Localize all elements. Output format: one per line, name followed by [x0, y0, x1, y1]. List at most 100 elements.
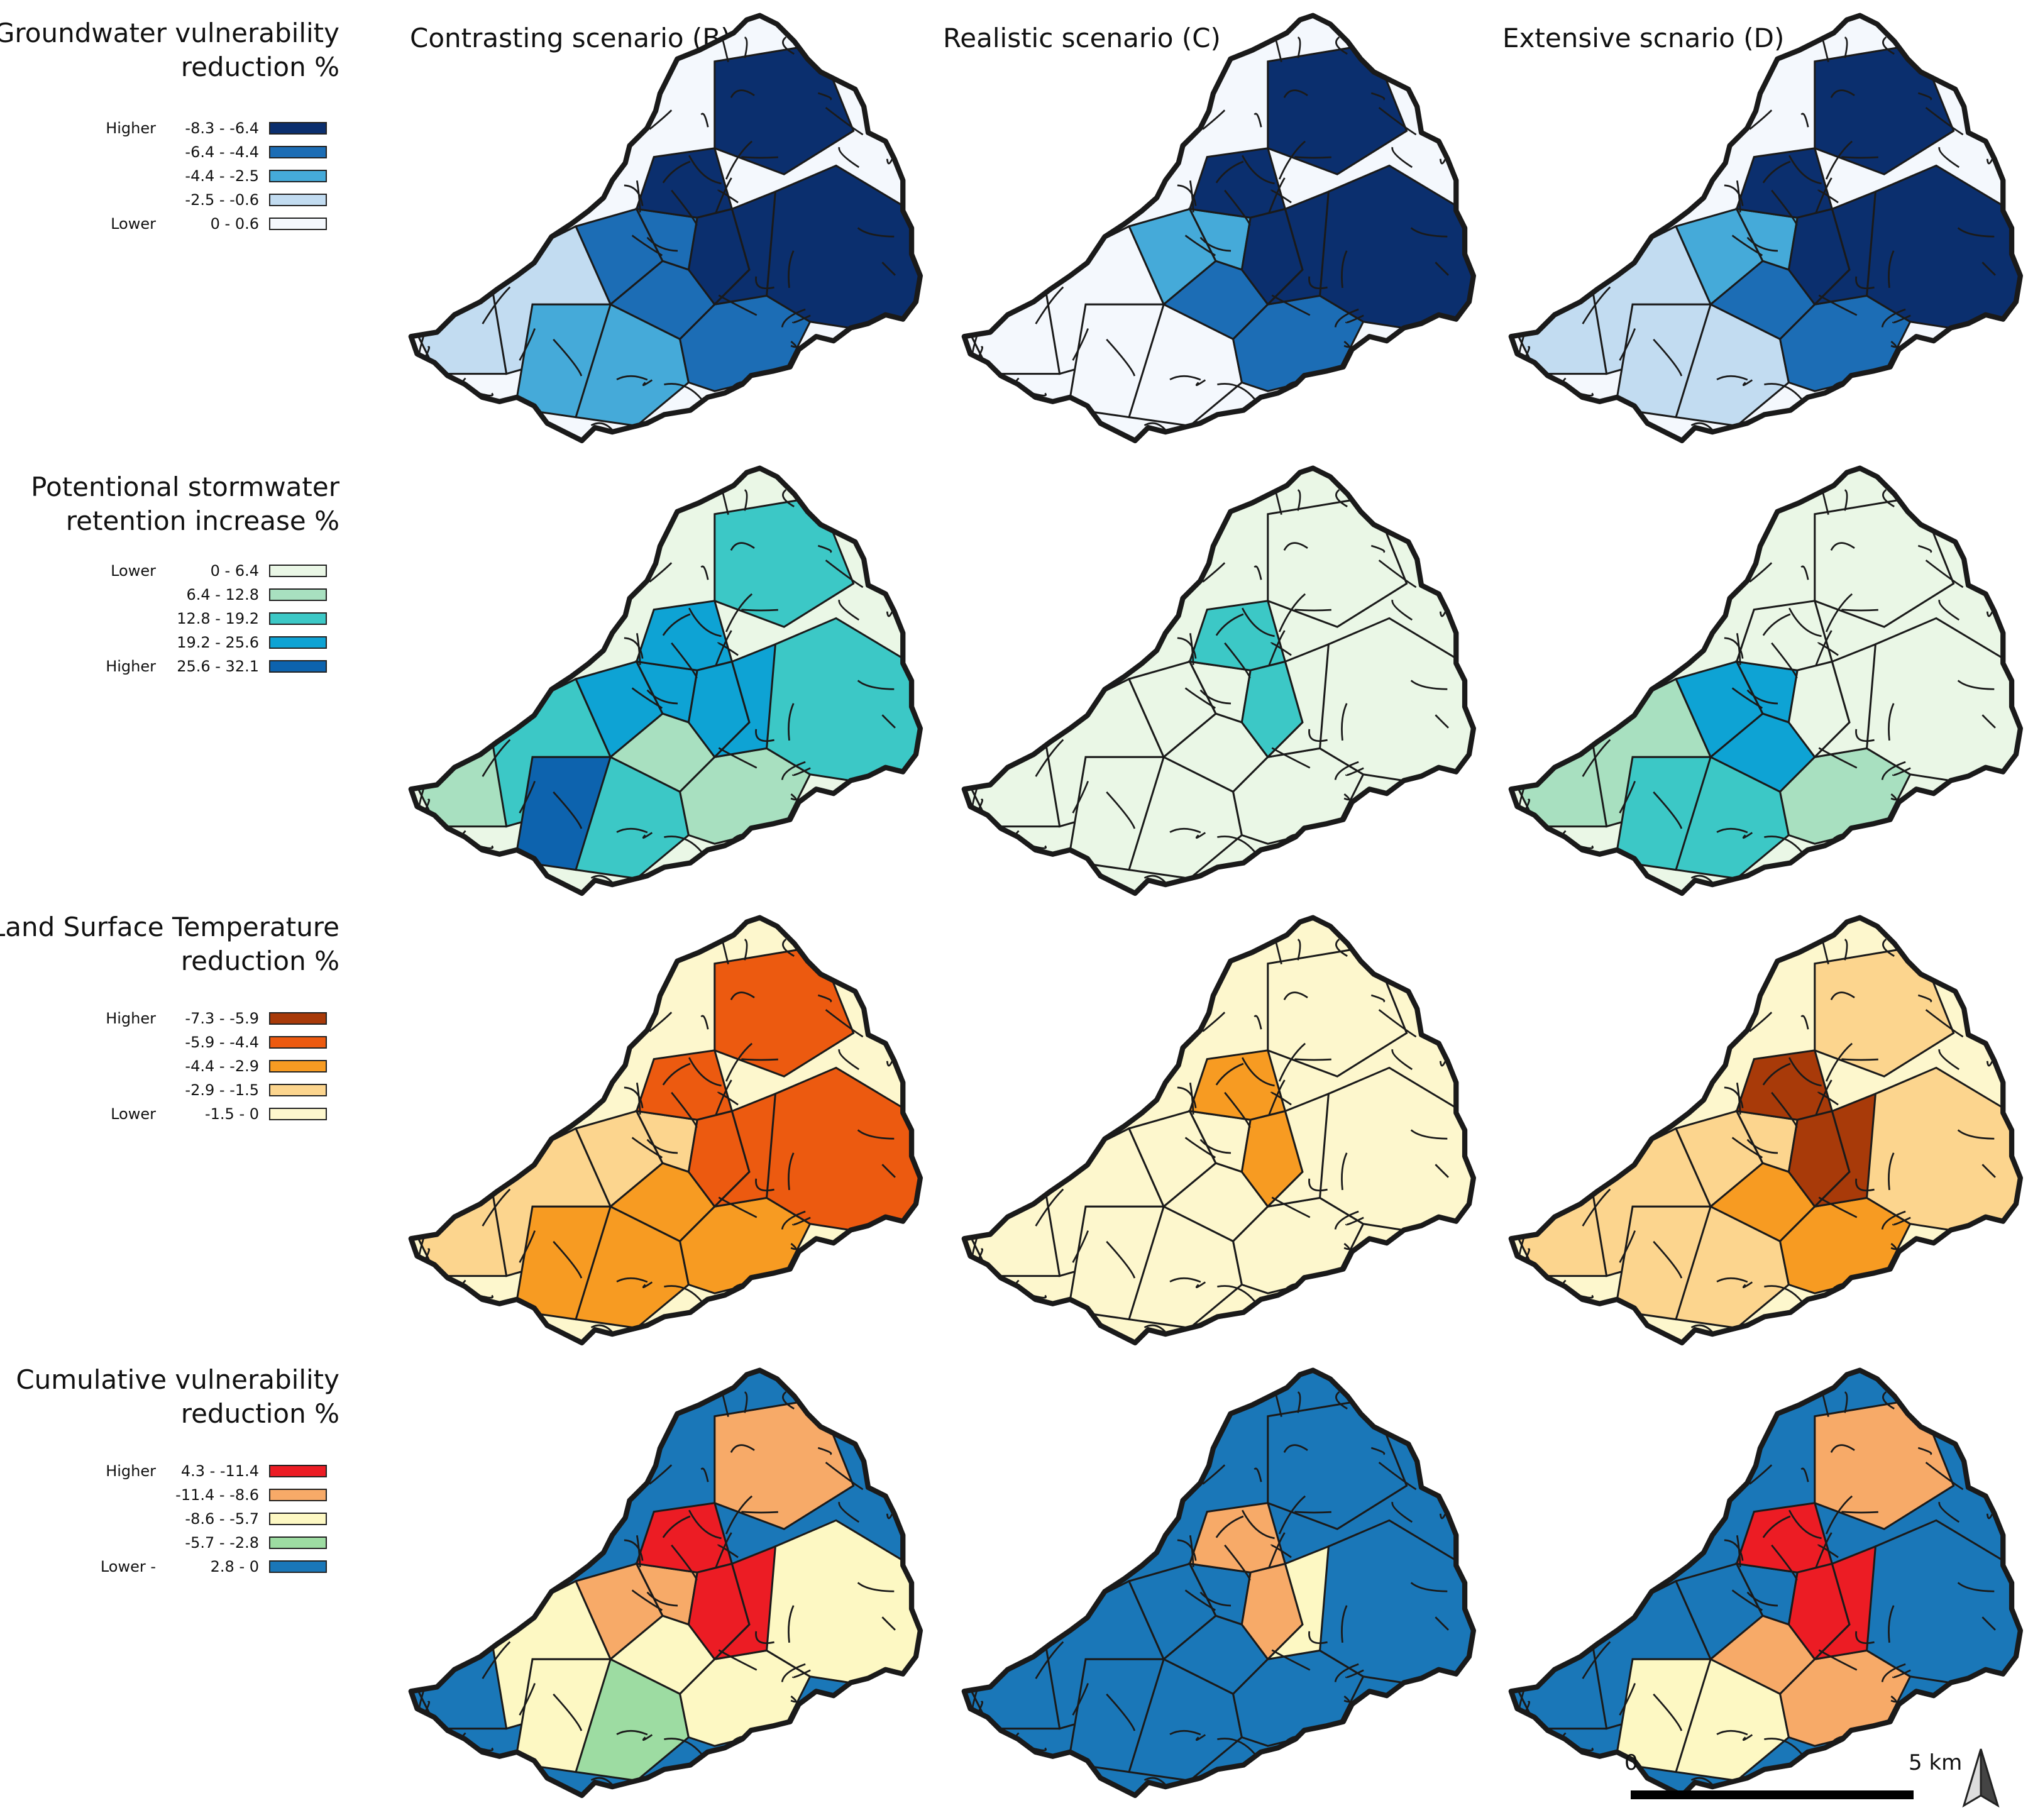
- catchment-boundary: [1199, 1591, 1232, 1607]
- catchment-boundary: [1762, 160, 1791, 184]
- catchment-boundary: [1855, 276, 1875, 290]
- legend-row: Lower 0 - 6.4: [75, 560, 327, 583]
- catchment-boundary: [1908, 1301, 1914, 1340]
- catchment-boundary: [1716, 1277, 1748, 1283]
- catchment-boundary: [1189, 1083, 1194, 1115]
- catchment-boundary: [1343, 1243, 1350, 1250]
- catchment-boundary: [1538, 856, 1560, 888]
- catchment-boundary: [792, 1216, 811, 1226]
- catchment-boundary: [1196, 977, 1203, 994]
- legend-range: 4.3 - -11.4: [180, 1462, 259, 1480]
- legend-rank: Lower: [111, 215, 156, 233]
- catchment-boundary: [1195, 379, 1206, 387]
- catchment-boundary: [825, 560, 864, 588]
- catchment-boundary: [1917, 994, 1932, 1003]
- map-cumulative-extensive: [1508, 1367, 2023, 1798]
- catchment-boundary: [1625, 1541, 1641, 1562]
- legend-row: -5.7 - -2.8: [75, 1531, 327, 1555]
- catchment-boundary: [671, 189, 698, 226]
- catchment-boundary: [1334, 308, 1359, 328]
- catchment-boundary: [1956, 1401, 1966, 1425]
- catchment-boundary: [1653, 791, 1683, 829]
- catchment-boundary: [459, 1428, 463, 1448]
- catchment-boundary: [838, 146, 860, 168]
- catchment-boundary: [1190, 959, 1228, 965]
- map-groundwater-extensive: [1508, 13, 2023, 443]
- catchment-boundary: [1078, 1089, 1094, 1110]
- catchment-boundary: [1101, 37, 1137, 58]
- catchment-boundary: [1035, 1641, 1064, 1679]
- catchment-boundary: [532, 571, 556, 600]
- catchment-boundary: [808, 1301, 814, 1340]
- catchment-boundary: [443, 1055, 476, 1065]
- catchment-boundary: [1986, 1513, 1993, 1519]
- catchment-boundary: [755, 1178, 774, 1192]
- catchment-boundary: [1530, 1497, 1565, 1526]
- column-title-extensive: Extensive scnario (D): [1502, 23, 1785, 53]
- catchment-boundary: [1707, 1410, 1743, 1420]
- row-title-line: Cumulative vulnerability: [16, 1364, 339, 1395]
- legend-rank: Higher: [106, 119, 156, 137]
- legend-rank: Lower: [111, 1105, 156, 1123]
- legend-range: -2.5 - -0.6: [185, 191, 259, 209]
- catchment-boundary: [443, 1508, 476, 1518]
- catchment-boundary: [825, 1009, 864, 1038]
- catchment-boundary: [1892, 1216, 1911, 1226]
- catchment-boundary: [1736, 180, 1741, 212]
- catchment-boundary: [973, 168, 984, 179]
- catchment-boundary: [1533, 1467, 1563, 1487]
- catchment-boundary: [1215, 1515, 1244, 1538]
- catchment-boundary: [441, 1079, 448, 1118]
- catchment-boundary: [645, 947, 664, 951]
- catchment-boundary: [1410, 1129, 1448, 1140]
- legend-row: Lower - 2.8 - 0: [75, 1555, 327, 1579]
- catchment-boundary: [548, 939, 584, 960]
- catchment-boundary: [1177, 1539, 1197, 1561]
- catchment-boundary: [996, 1508, 1029, 1518]
- catchment-boundary: [645, 45, 664, 49]
- catchment-boundary: [1297, 939, 1301, 961]
- catchment-boundary: [808, 399, 814, 438]
- catchment-boundary: [744, 1391, 748, 1413]
- catchment-boundary: [1278, 1042, 1306, 1082]
- catchment-boundary: [755, 1631, 774, 1645]
- catchment-boundary: [1217, 1738, 1256, 1755]
- catchment-boundary: [1707, 55, 1743, 65]
- legend-swatch: [269, 612, 327, 625]
- catchment-boundary: [1035, 1188, 1064, 1227]
- catchment-boundary: [881, 714, 896, 729]
- catchment-boundary: [1297, 36, 1301, 58]
- catchment-boundary: [1335, 36, 1348, 55]
- catchment-boundary: [664, 1285, 703, 1303]
- catchment-boundary: [782, 488, 795, 507]
- catchment-boundary: [519, 781, 536, 813]
- catchment-boundary: [1391, 146, 1413, 168]
- catchment-boundary: [1956, 47, 1966, 70]
- catchment-boundary: [1648, 490, 1684, 510]
- catchment-boundary: [1343, 793, 1350, 801]
- catchment-boundary: [1401, 1768, 1413, 1795]
- catchment-boundary: [433, 565, 463, 585]
- catchment-boundary: [1956, 949, 1966, 973]
- catchment-boundary: [1887, 1305, 1893, 1335]
- catchment-boundary: [631, 687, 663, 709]
- catchment-boundary: [1579, 1537, 1616, 1564]
- catchment-boundary: [825, 1462, 864, 1491]
- study-area-outline: [961, 915, 1476, 1345]
- catchment-boundary: [1242, 155, 1275, 185]
- catchment-boundary: [1335, 938, 1348, 957]
- catchment-boundary: [1648, 1392, 1684, 1413]
- catchment-boundary: [1844, 939, 1848, 961]
- catchment-boundary: [1341, 703, 1348, 741]
- catchment-boundary: [715, 177, 732, 214]
- study-area-outline: [408, 13, 923, 443]
- catchment-boundary: [1633, 1020, 1656, 1050]
- catchment-boundary: [1745, 497, 1765, 502]
- catchment-boundary: [1013, 34, 1020, 62]
- legend-row: -2.5 - -0.6: [75, 189, 327, 212]
- catchment-boundary: [1788, 1057, 1822, 1087]
- catchment-boundary: [718, 1649, 758, 1671]
- catchment-boundary: [788, 703, 795, 741]
- catchment-boundary: [553, 791, 583, 829]
- catchment-boundary: [857, 227, 895, 238]
